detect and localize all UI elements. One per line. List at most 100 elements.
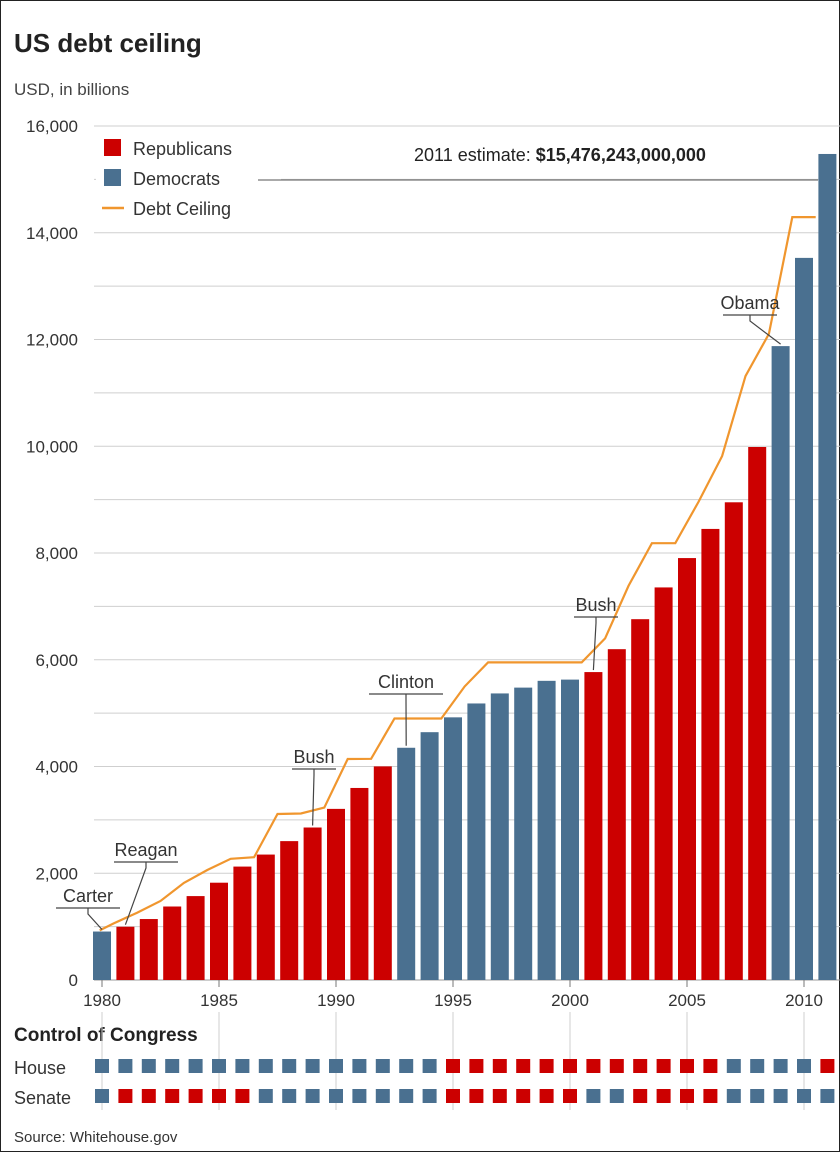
y-tick-label: 4,000 (35, 758, 78, 777)
y-tick-label: 2,000 (35, 864, 78, 883)
house-control-1982 (141, 1059, 156, 1073)
estimate-text: 2011 estimate: $15,476,243,000,000 (414, 145, 706, 165)
house-control-1986 (235, 1059, 250, 1073)
senate-label: Senate (14, 1088, 71, 1108)
x-tick-label: 1990 (317, 991, 355, 1010)
estimate-prefix: 2011 estimate: (414, 145, 536, 165)
house-control-2001 (586, 1059, 601, 1073)
senate-control-1990 (329, 1089, 343, 1103)
bar-1987 (256, 854, 275, 980)
y-tick-labels: 0 2,000 4,000 6,000 8,000 10,000 12,000 14,000 1… (26, 117, 78, 990)
bar-2011 (818, 153, 837, 980)
house-control-1994 (422, 1059, 437, 1073)
senate-control-2000 (563, 1089, 577, 1103)
house-control-2004 (656, 1059, 671, 1073)
senate-control-1998 (516, 1089, 531, 1103)
senate-control-2005 (680, 1089, 694, 1103)
house-control-2010 (797, 1059, 811, 1073)
house-control-1999 (539, 1059, 554, 1073)
house-control-1980 (95, 1059, 109, 1073)
senate-control-2009 (773, 1089, 788, 1103)
senate-control-1986 (235, 1089, 250, 1103)
bar-1984 (186, 896, 205, 980)
house-control-1989 (305, 1059, 320, 1073)
y-axis-label: USD, in billions (14, 80, 129, 99)
house-control-1991 (352, 1059, 367, 1073)
x-tick-label: 2000 (551, 991, 589, 1010)
house-control-1984 (188, 1059, 203, 1073)
legend-swatch-R (104, 139, 121, 156)
senate-control-2002 (609, 1089, 624, 1103)
president-leader (592, 617, 597, 671)
senate-control-2001 (586, 1089, 601, 1103)
x-tick-label: 1980 (83, 991, 121, 1010)
senate-control-1992 (375, 1089, 390, 1103)
bar-1985 (210, 882, 228, 980)
president-label: Reagan (114, 840, 177, 860)
bar-2004 (654, 587, 673, 980)
bar-2008 (748, 446, 767, 980)
bar-2002 (607, 649, 626, 980)
x-tick-labels: 1980 1985 1990 1995 2000 2005 2010 (83, 980, 823, 1010)
estimate-value: $15,476,243,000,000 (536, 145, 706, 165)
house-control-1983 (165, 1059, 180, 1073)
house-control-2009 (773, 1059, 788, 1073)
president-leader (749, 315, 781, 345)
control-of-congress: Control of Congress House Senate (14, 1012, 835, 1110)
senate-control-1996 (469, 1089, 484, 1103)
house-control-2008 (750, 1059, 765, 1073)
senate-control-1987 (258, 1089, 273, 1103)
house-control-2005 (680, 1059, 694, 1073)
debt-ceiling-line (99, 216, 816, 932)
bar-1980 (93, 931, 111, 980)
legend: Republicans Democrats Debt Ceiling (96, 137, 281, 229)
senate-control-1994 (422, 1089, 437, 1103)
president-annotations: Carter Reagan Bush Clinton Bush Obama (56, 293, 781, 930)
house-control-1990 (329, 1059, 343, 1073)
president-leader (124, 862, 147, 925)
y-tick-label: 6,000 (35, 651, 78, 670)
bar-1991 (350, 787, 369, 980)
bar-1981 (116, 926, 135, 980)
president-label: Carter (63, 886, 113, 906)
x-tick-label: 2005 (668, 991, 706, 1010)
bar-1989 (303, 827, 322, 980)
bar-1996 (467, 703, 486, 980)
house-control-2000 (563, 1059, 577, 1073)
house-control-2011 (820, 1059, 835, 1073)
bar-1998 (514, 687, 533, 980)
bar-1988 (280, 841, 299, 980)
senate-control-1991 (352, 1089, 367, 1103)
senate-control-1981 (118, 1089, 133, 1103)
bar-2009 (771, 346, 790, 980)
senate-control-1984 (188, 1089, 203, 1103)
bar-2003 (631, 619, 650, 980)
senate-control-2003 (633, 1089, 648, 1103)
bar-1983 (163, 906, 182, 980)
senate-control-2008 (750, 1089, 765, 1103)
x-tick-label: 1995 (434, 991, 472, 1010)
president-label: Bush (575, 595, 616, 615)
congress-title: Control of Congress (14, 1025, 198, 1046)
house-control-1996 (469, 1059, 484, 1073)
debt-ceiling-line-group (99, 216, 816, 932)
senate-control-2004 (656, 1089, 671, 1103)
bar-2007 (724, 502, 743, 980)
bar-1992 (373, 766, 392, 980)
house-control-2003 (633, 1059, 648, 1073)
house-control-1998 (516, 1059, 531, 1073)
house-control-1981 (118, 1059, 133, 1073)
house-control-1997 (492, 1059, 507, 1073)
bar-1986 (233, 866, 252, 980)
president-label: Obama (720, 293, 780, 313)
bar-1995 (444, 717, 462, 980)
estimate-annotation: 2011 estimate: $15,476,243,000,000 (258, 145, 818, 181)
bar-1993 (397, 747, 416, 980)
house-label: House (14, 1058, 66, 1078)
senate-control-1995 (446, 1089, 460, 1103)
house-control-1995 (446, 1059, 460, 1073)
senate-control-2010 (797, 1089, 811, 1103)
senate-control-1980 (95, 1089, 109, 1103)
legend-swatch-D (104, 169, 121, 186)
